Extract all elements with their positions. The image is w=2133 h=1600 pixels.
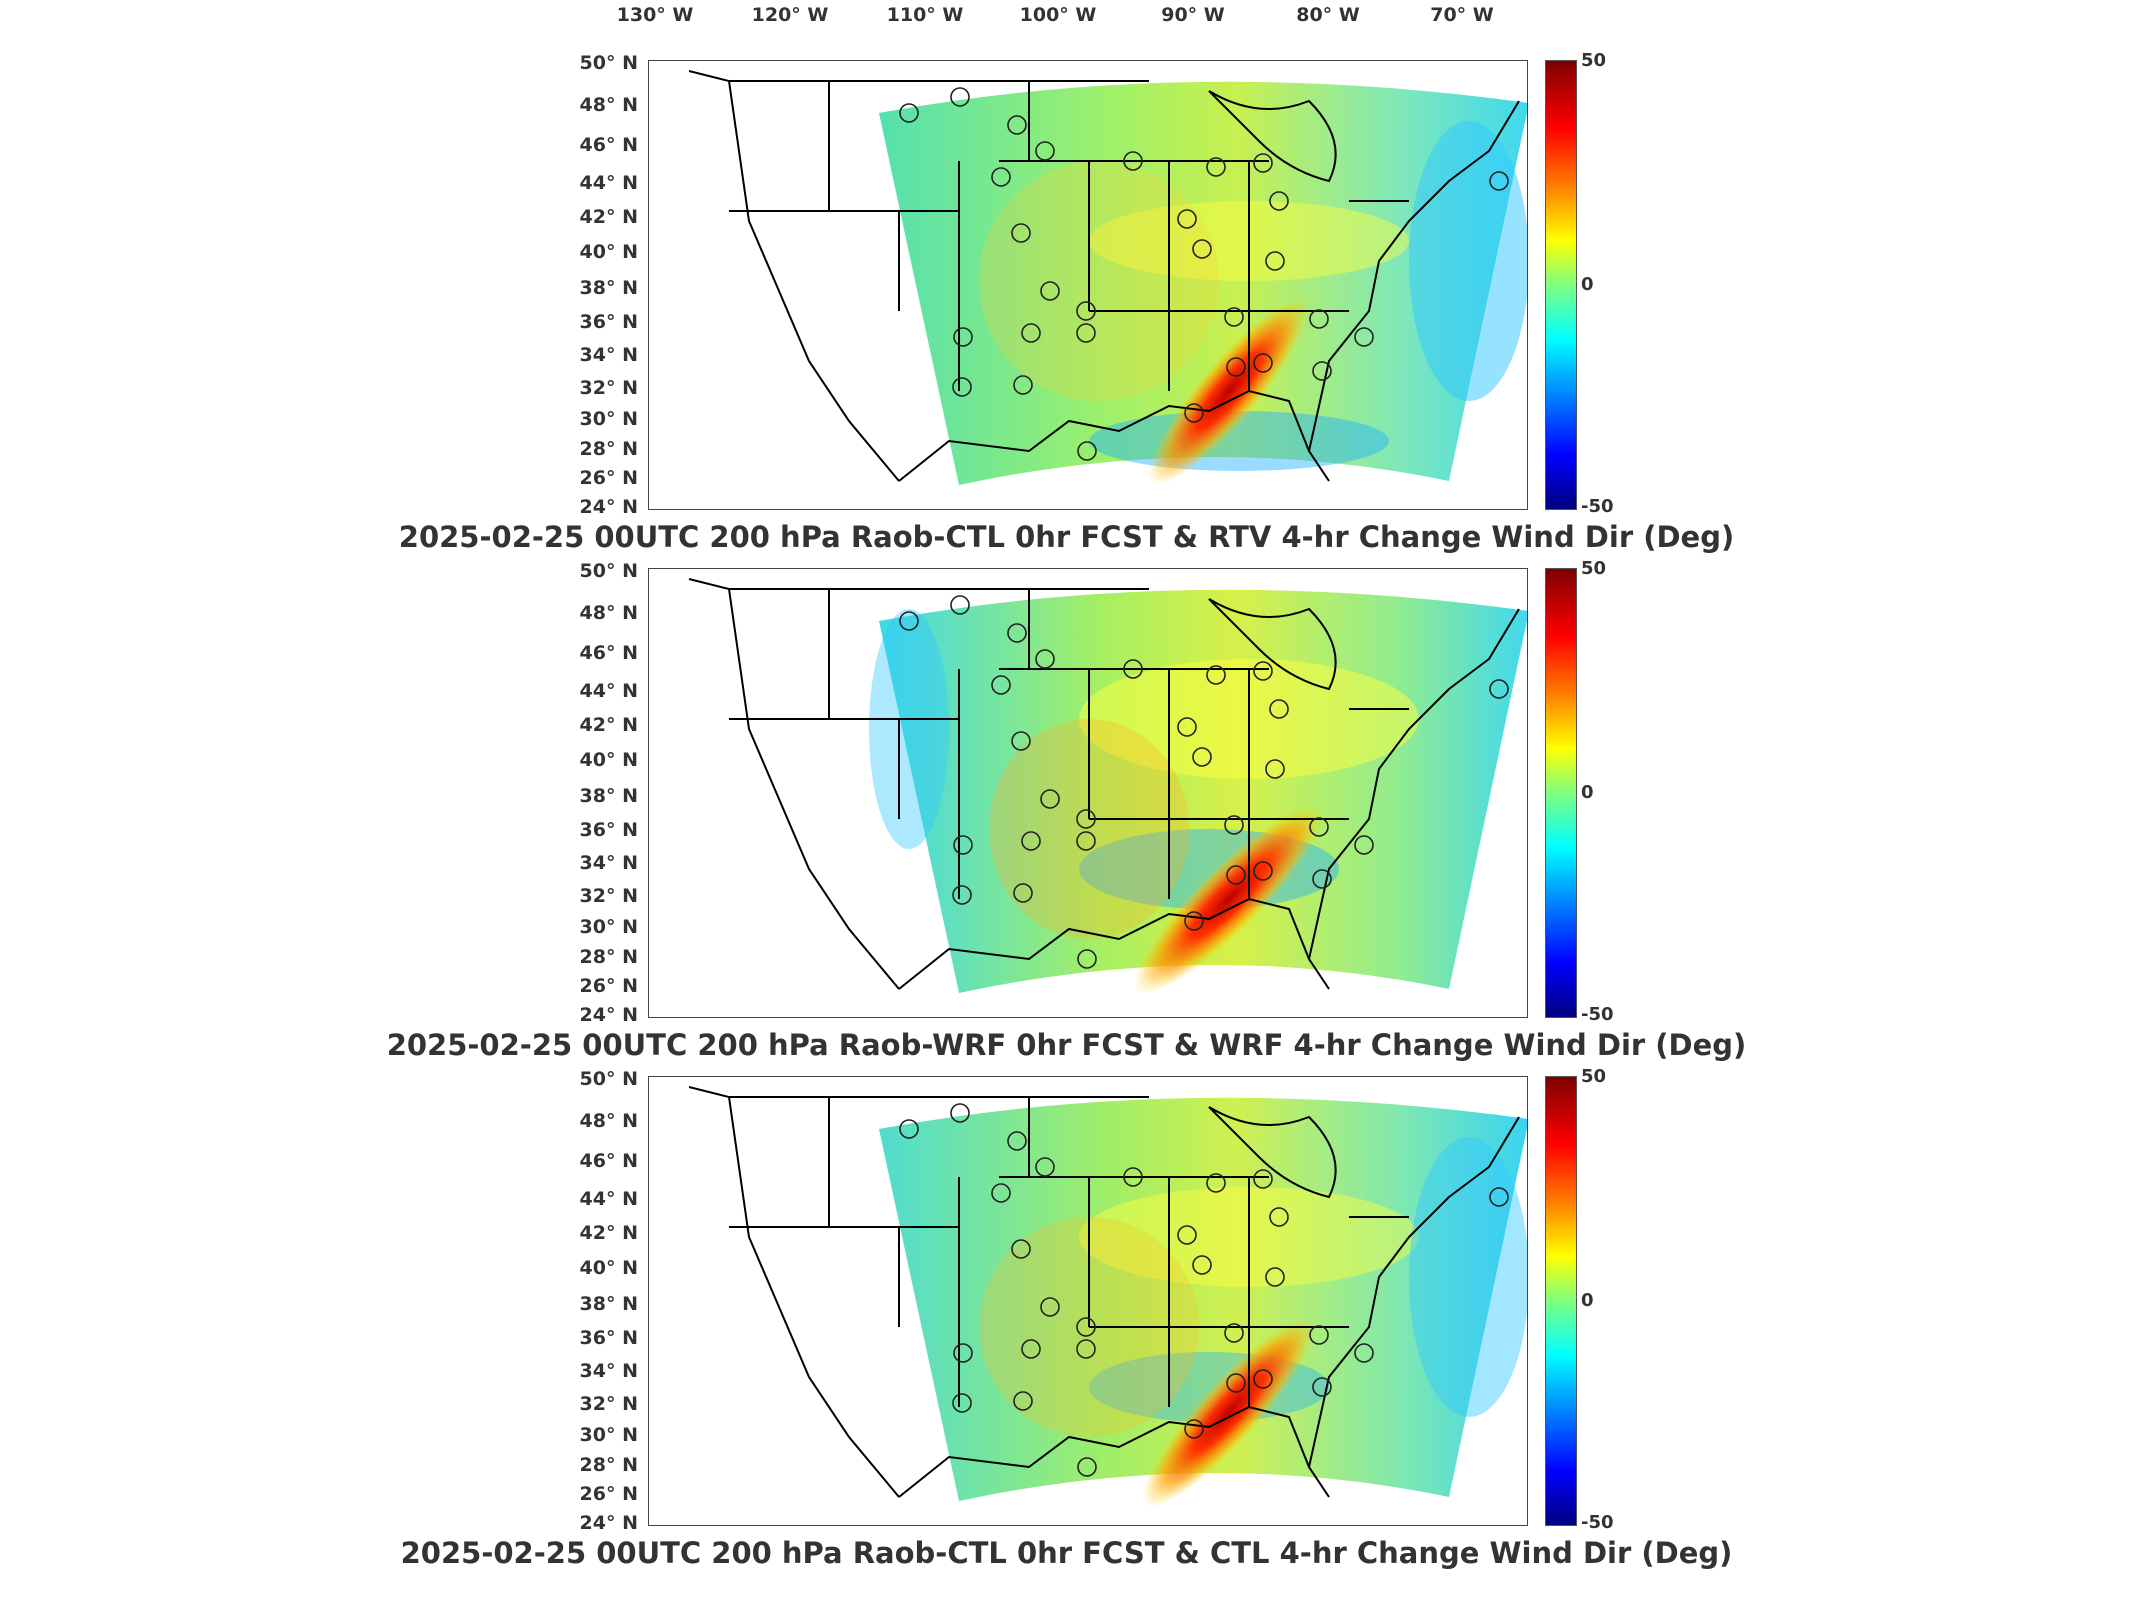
lat-label: 26° N	[579, 467, 638, 489]
colorbar-max-label: 50	[1581, 1066, 1607, 1087]
lat-label: 32° N	[579, 1393, 638, 1415]
colorbar-min-label: -50	[1581, 496, 1614, 517]
west-coastline	[688, 70, 900, 482]
lat-label: 38° N	[579, 277, 638, 299]
colorbar	[1545, 568, 1577, 1018]
forecast-domain	[879, 1097, 1527, 1501]
lat-label: 34° N	[579, 344, 638, 366]
state-borders	[729, 80, 1409, 391]
lon-label: 80° W	[1296, 4, 1360, 26]
lat-label: 42° N	[579, 714, 638, 736]
colorbar	[1545, 60, 1577, 510]
colorbar-min-label: -50	[1581, 1512, 1614, 1533]
lat-label: 36° N	[579, 819, 638, 841]
lat-label: 46° N	[579, 642, 638, 664]
lat-label: 24° N	[579, 1512, 638, 1534]
raob-stations	[899, 595, 1509, 969]
lat-label: 50° N	[579, 52, 638, 74]
raob-stations	[899, 1103, 1509, 1477]
lat-label: 36° N	[579, 311, 638, 333]
panel-title: 2025-02-25 00UTC 200 hPa Raob-CTL 0hr FC…	[400, 1536, 1733, 1570]
lat-label: 40° N	[579, 241, 638, 263]
lon-label: 110° W	[886, 4, 964, 26]
lat-label: 50° N	[579, 1068, 638, 1090]
lat-label: 40° N	[579, 1257, 638, 1279]
lat-label: 38° N	[579, 1293, 638, 1315]
map-panel-3: 50° N 48° N 46° N 44° N 42° N 40° N 38° …	[0, 1060, 2133, 1570]
lat-label: 42° N	[579, 206, 638, 228]
lat-label: 26° N	[579, 975, 638, 997]
lon-label: 90° W	[1161, 4, 1225, 26]
lat-label: 36° N	[579, 1327, 638, 1349]
lon-label: 130° W	[616, 4, 694, 26]
lat-label: 34° N	[579, 852, 638, 874]
east-coastline	[1308, 100, 1520, 452]
wind-direction-map	[688, 1086, 1527, 1508]
longitude-axis-labels: 130° W 120° W 110° W 100° W 90° W 80° W …	[0, 0, 2133, 40]
map-area	[648, 60, 1528, 510]
lat-label: 42° N	[579, 1222, 638, 1244]
colorbar-max-label: 50	[1581, 50, 1607, 71]
lon-label: 120° W	[751, 4, 829, 26]
lon-label: 70° W	[1430, 4, 1494, 26]
lat-label: 30° N	[579, 916, 638, 938]
panel-title: 2025-02-25 00UTC 200 hPa Raob-CTL 0hr FC…	[398, 520, 1735, 554]
lon-label: 100° W	[1019, 4, 1097, 26]
map-panel-1: 50° N 48° N 46° N 44° N 42° N 40° N 38° …	[0, 44, 2133, 554]
colorbar-mid-label: 0	[1581, 782, 1594, 803]
lat-label: 26° N	[579, 1483, 638, 1505]
lat-label: 44° N	[579, 680, 638, 702]
lat-label: 48° N	[579, 602, 638, 624]
wind-direction-map	[688, 70, 1527, 485]
colorbar-mid-label: 0	[1581, 1290, 1594, 1311]
lat-label: 28° N	[579, 438, 638, 460]
lat-label: 38° N	[579, 785, 638, 807]
lat-label: 44° N	[579, 172, 638, 194]
colorbar	[1545, 1076, 1577, 1526]
lat-label: 30° N	[579, 408, 638, 430]
great-lakes	[1208, 90, 1337, 183]
lat-label: 48° N	[579, 1110, 638, 1132]
lat-label: 32° N	[579, 885, 638, 907]
panel-title: 2025-02-25 00UTC 200 hPa Raob-WRF 0hr FC…	[386, 1028, 1747, 1062]
lat-label: 24° N	[579, 496, 638, 518]
max-change-region	[1142, 1316, 1316, 1508]
colorbar-max-label: 50	[1581, 558, 1607, 579]
max-change-region	[1134, 804, 1324, 994]
lat-label: 28° N	[579, 1454, 638, 1476]
gulf-coastline	[898, 389, 1330, 482]
lat-label: 48° N	[579, 94, 638, 116]
lat-label: 40° N	[579, 749, 638, 771]
lat-label: 46° N	[579, 1150, 638, 1172]
max-change-region	[1148, 297, 1310, 485]
lat-label: 46° N	[579, 134, 638, 156]
colorbar-min-label: -50	[1581, 1004, 1614, 1025]
map-area	[648, 1076, 1528, 1526]
raob-stations	[899, 87, 1509, 461]
colorbar-mid-label: 0	[1581, 274, 1594, 295]
map-area	[648, 568, 1528, 1018]
lat-label: 50° N	[579, 560, 638, 582]
lat-label: 34° N	[579, 1360, 638, 1382]
forecast-domain	[879, 81, 1527, 485]
lat-label: 32° N	[579, 377, 638, 399]
lat-label: 44° N	[579, 1188, 638, 1210]
lat-label: 24° N	[579, 1004, 638, 1026]
map-panel-2: 50° N 48° N 46° N 44° N 42° N 40° N 38° …	[0, 552, 2133, 1062]
lat-label: 30° N	[579, 1424, 638, 1446]
lat-label: 28° N	[579, 946, 638, 968]
wind-direction-map	[688, 578, 1527, 994]
